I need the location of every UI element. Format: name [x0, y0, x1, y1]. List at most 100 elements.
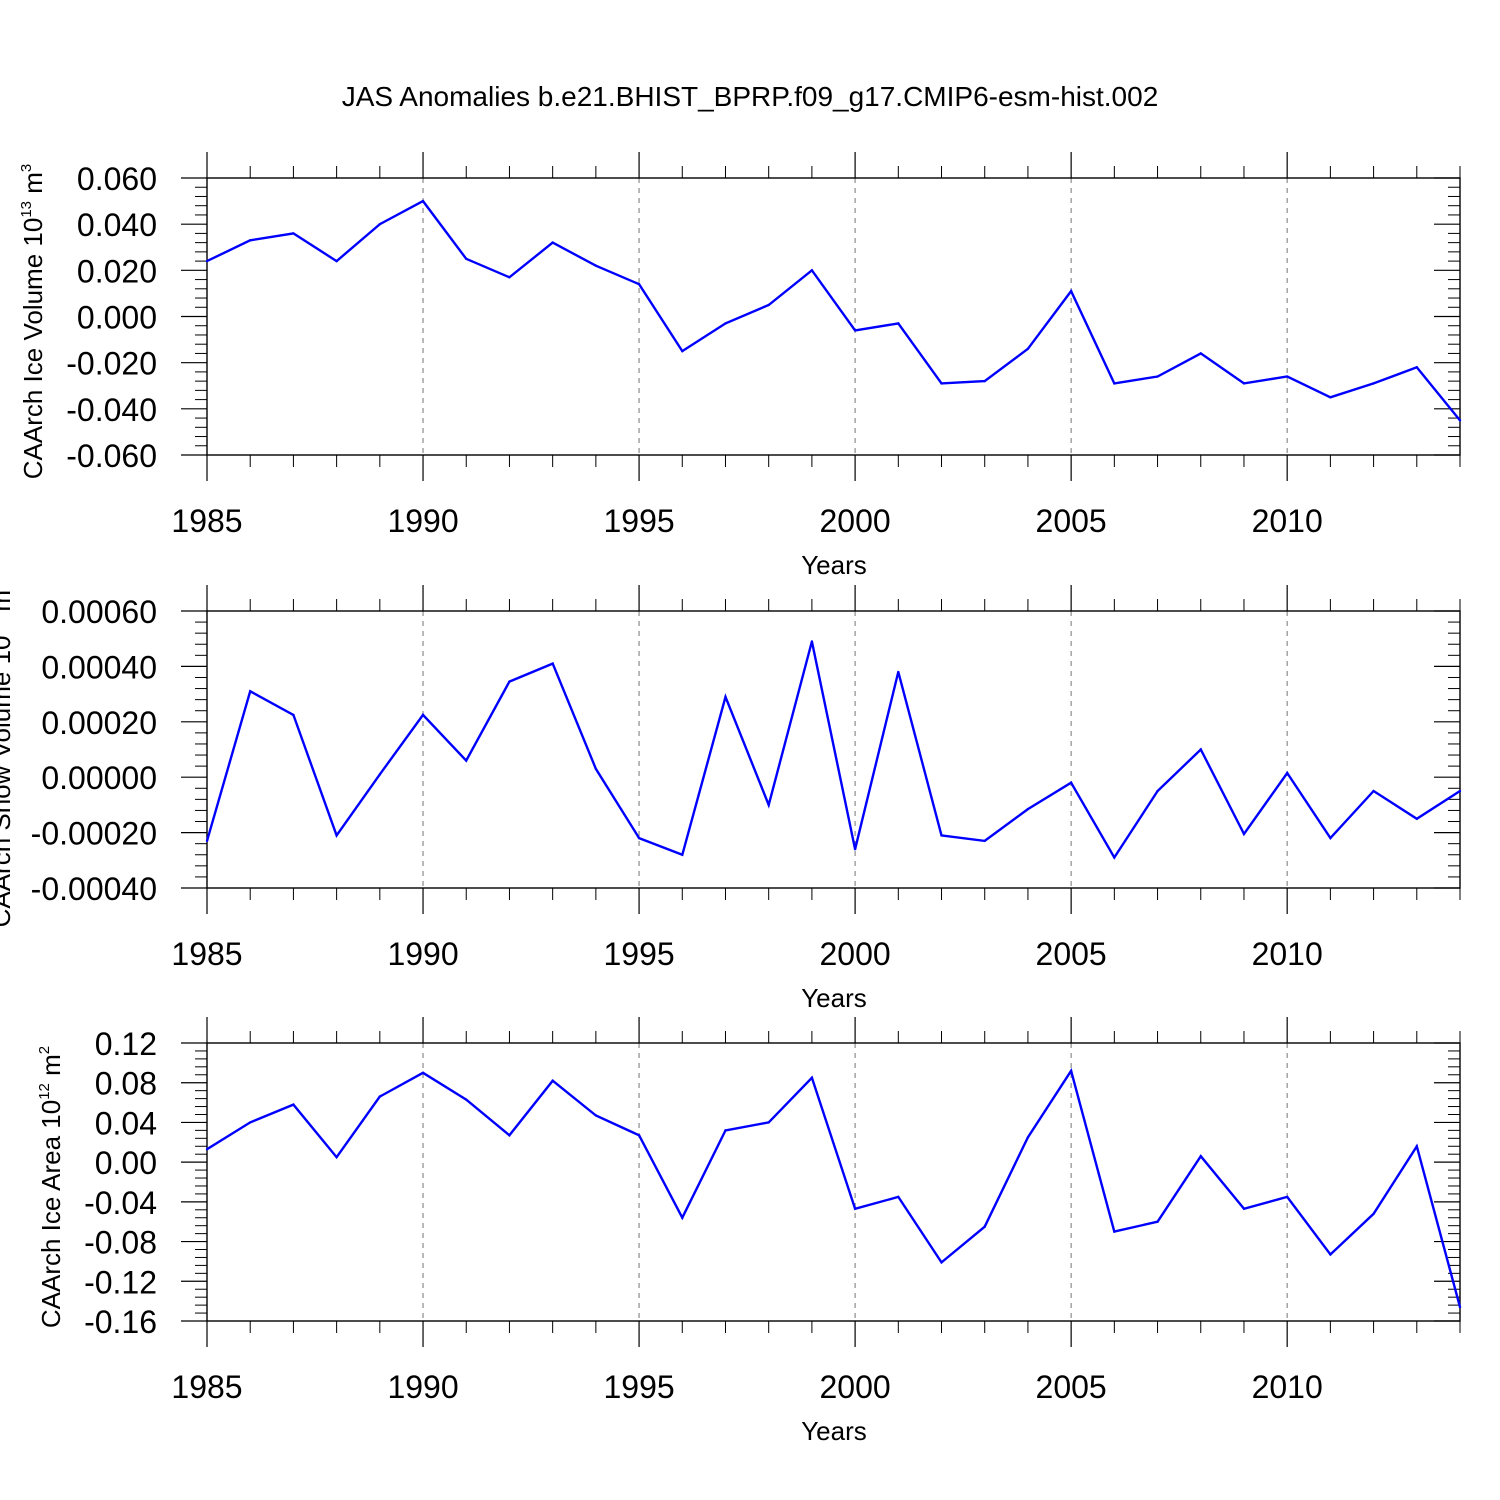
x-tick-label: 1995	[603, 503, 674, 539]
data-point	[292, 1103, 295, 1106]
data-point	[1372, 789, 1375, 793]
data-point	[421, 713, 425, 717]
data-point	[637, 282, 641, 286]
data-point	[508, 276, 511, 279]
data-point	[983, 1225, 986, 1228]
data-point	[465, 1098, 468, 1101]
x-axis-title: Years	[801, 550, 867, 580]
data-point	[1199, 1154, 1202, 1158]
data-point	[681, 853, 684, 856]
x-tick-label: 1985	[171, 1369, 242, 1405]
data-point	[1372, 382, 1375, 385]
x-tick-label: 2000	[820, 936, 891, 972]
data-point	[335, 1155, 338, 1159]
data-point	[1113, 382, 1116, 385]
data-point	[897, 1195, 900, 1199]
data-point	[637, 1134, 641, 1137]
data-point	[205, 839, 209, 843]
data-point	[1242, 1207, 1246, 1211]
data-point	[292, 713, 295, 717]
data-point	[853, 848, 857, 851]
y-tick-label: 0.00060	[41, 594, 157, 630]
data-point	[853, 1207, 857, 1211]
data-point	[724, 1129, 727, 1132]
panel-1: 1985 1990 1995 2000 2005 2010 Years 0.060 0.040 0…	[18, 152, 1462, 580]
y-tick-label: -0.08	[84, 1225, 157, 1261]
data-point	[810, 269, 814, 272]
x-tick-label: 1990	[387, 936, 458, 972]
y-tick-label: -0.00020	[31, 816, 157, 852]
data-point	[1113, 856, 1116, 859]
y-tick-label: 0.00	[95, 1145, 157, 1181]
data-point	[1415, 366, 1418, 369]
data-point	[724, 695, 727, 699]
x-tick-label: 1985	[171, 503, 242, 539]
data-point	[1415, 1145, 1418, 1148]
data-point	[421, 1071, 425, 1074]
data-point	[1113, 1230, 1116, 1233]
data-point	[1026, 347, 1030, 351]
data-point	[810, 1076, 814, 1079]
data-point	[1242, 382, 1246, 385]
x-tick-label: 1990	[387, 1369, 458, 1405]
data-point	[940, 1261, 943, 1264]
x-tick-label: 2005	[1036, 503, 1107, 539]
data-point	[1069, 289, 1073, 293]
data-point	[1458, 1305, 1462, 1309]
y-tick-label: -0.16	[84, 1304, 157, 1340]
data-point	[1026, 1136, 1030, 1139]
data-point	[594, 1114, 598, 1117]
data-point	[810, 640, 814, 643]
data-point	[1156, 1220, 1159, 1223]
y-axis-title: CAArch Snow Volume 1013 m3	[0, 582, 16, 928]
x-tick-label: 1995	[603, 936, 674, 972]
data-point	[508, 680, 511, 683]
data-point	[940, 834, 943, 837]
x-tick-label: 2000	[820, 503, 891, 539]
y-tick-label: -0.040	[66, 392, 157, 428]
data-point	[681, 1216, 684, 1219]
y-axis-title: CAArch Ice Volume 1013 m3	[18, 164, 48, 480]
y-tick-label: -0.020	[66, 346, 157, 382]
data-point	[940, 382, 943, 385]
y-tick-label: 0.060	[77, 161, 157, 197]
data-point	[1329, 396, 1332, 399]
data-point	[983, 379, 986, 383]
y-tick-label: -0.060	[66, 438, 157, 474]
y-tick-label: -0.00040	[31, 871, 157, 907]
panel-2: 1985 1990 1995 2000 2005 2010 Years 0.00060 0.00…	[0, 582, 1462, 1013]
y-tick-label: 0.020	[77, 253, 157, 289]
data-point	[724, 322, 727, 325]
data-point	[335, 259, 338, 263]
data-point	[594, 767, 598, 771]
x-tick-label: 2010	[1252, 503, 1323, 539]
x-tick-label: 1990	[387, 503, 458, 539]
x-tick-label: 1995	[603, 1369, 674, 1405]
data-point	[1199, 748, 1202, 751]
series-line	[206, 199, 1461, 422]
x-tick-label: 2005	[1036, 1369, 1107, 1405]
data-point	[1415, 817, 1418, 820]
y-tick-label: 0.04	[95, 1105, 157, 1141]
data-point	[637, 836, 641, 840]
data-point	[1199, 352, 1202, 355]
data-point	[983, 839, 986, 843]
data-point	[508, 1134, 511, 1137]
data-point	[594, 264, 598, 267]
x-tick-label: 2010	[1252, 936, 1323, 972]
y-tick-label: -0.12	[84, 1264, 157, 1300]
data-point	[249, 690, 252, 693]
y-tick-label: 0.00020	[41, 705, 157, 741]
y-tick-label: -0.04	[84, 1185, 157, 1221]
figure-title: JAS Anomalies b.e21.BHIST_BPRP.f09_g17.C…	[342, 81, 1159, 112]
data-point	[378, 1095, 382, 1098]
y-tick-label: 0.12	[95, 1026, 157, 1062]
data-point	[767, 1121, 770, 1124]
data-point	[853, 329, 857, 332]
data-point	[1458, 419, 1462, 422]
data-point	[249, 1121, 252, 1124]
x-axis-title: Years	[801, 1416, 867, 1446]
data-point	[205, 1148, 209, 1151]
data-point	[1458, 789, 1462, 793]
data-point	[378, 773, 382, 776]
